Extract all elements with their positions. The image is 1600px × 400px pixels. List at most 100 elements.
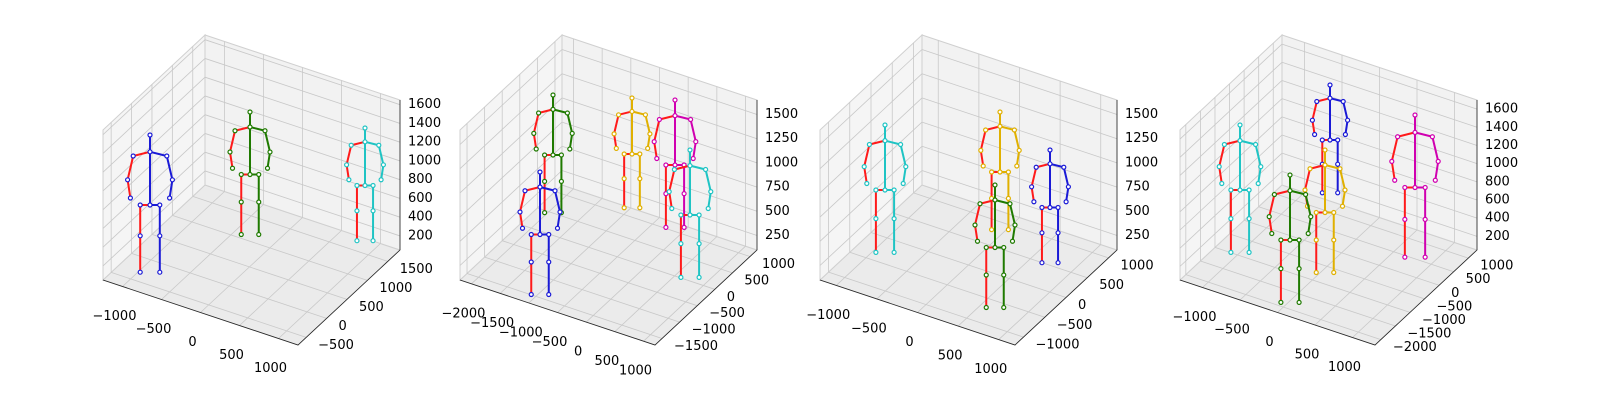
skeleton-joint <box>891 187 897 193</box>
skeleton-joint <box>654 155 660 162</box>
skeleton-bone <box>863 166 868 184</box>
skeleton-joint <box>629 95 635 101</box>
skeleton-joint <box>1422 216 1428 222</box>
skeleton-joint <box>1287 188 1293 194</box>
skeleton-bone <box>674 164 691 171</box>
skeleton-bone <box>1304 194 1312 217</box>
grid-line <box>561 73 758 140</box>
axes-3d: −1000−50005001000−1000−50005001000250500… <box>806 33 1158 377</box>
skeleton-joint <box>522 188 528 194</box>
grid-line <box>561 170 758 236</box>
skeleton-joint <box>696 212 702 218</box>
tick-label: 800 <box>408 172 433 187</box>
grid-line <box>459 97 563 194</box>
skeleton-joint <box>705 205 711 212</box>
tick-label: −1000 <box>806 308 850 323</box>
skeleton-joint <box>1342 131 1349 138</box>
skeleton-joint <box>678 212 684 218</box>
grid-line <box>459 49 563 145</box>
grid-line <box>204 95 401 162</box>
skeleton-bone <box>689 164 706 171</box>
tick-label: 600 <box>1485 193 1510 208</box>
tick-label: −1000 <box>499 325 543 340</box>
skeleton-joint <box>537 169 543 175</box>
skeleton-joint <box>519 225 526 231</box>
grid-line <box>585 226 689 323</box>
skeleton-joint <box>147 202 153 208</box>
skeleton-bone <box>1062 167 1070 188</box>
skeleton-joint <box>891 216 897 222</box>
skeleton-joint <box>687 163 693 169</box>
skeleton-joint <box>1005 169 1012 175</box>
skeleton-joint <box>238 199 244 205</box>
grid-line <box>1179 116 1283 213</box>
skeleton-bone <box>126 179 132 199</box>
skeleton-joint <box>980 163 986 169</box>
grid-line <box>102 170 206 267</box>
tick-label: 400 <box>1485 211 1510 226</box>
skeleton-joint <box>1309 117 1316 123</box>
skeleton-joint <box>1011 127 1018 133</box>
skeleton-joint <box>1327 137 1333 143</box>
skeleton-joint <box>348 142 354 148</box>
grid-line <box>1179 43 1283 140</box>
grid-line <box>172 215 368 281</box>
tick-label: −1000 <box>1036 338 1080 353</box>
skeleton-joint <box>130 153 136 159</box>
skeleton-joint <box>864 180 870 187</box>
skeleton-bone <box>556 211 561 229</box>
tick-label: 1250 <box>1125 131 1158 146</box>
skeleton-joint <box>621 151 627 157</box>
skeleton-joint <box>370 238 376 244</box>
skeleton-joint <box>1402 216 1408 222</box>
grid-line <box>484 256 680 323</box>
skeleton-joint <box>897 141 904 148</box>
skeleton-joint <box>157 233 163 239</box>
skeleton-joint <box>362 182 368 189</box>
skeleton-joint <box>1278 299 1284 305</box>
skeleton-joint <box>1402 254 1408 260</box>
skeleton-joint <box>1335 161 1341 167</box>
grid-line <box>102 133 206 229</box>
tick-label: 1600 <box>408 97 441 112</box>
skeleton-joint <box>262 128 268 134</box>
skeleton-joint <box>637 151 643 157</box>
skeleton-joint <box>702 166 709 173</box>
tick-label: 1000 <box>1121 258 1154 273</box>
skeleton-joint <box>247 109 253 115</box>
tick-label: 0 <box>905 335 913 350</box>
tick-label: 1000 <box>408 153 441 168</box>
skeleton-joint <box>681 224 687 230</box>
skeleton-joint <box>1221 141 1228 148</box>
skeleton-joint <box>354 182 360 189</box>
grid-line <box>921 170 1118 236</box>
skeleton-bone <box>668 169 676 192</box>
skeleton-bone <box>692 141 697 159</box>
tick-label: 500 <box>219 348 244 363</box>
skeleton-bone <box>899 144 907 167</box>
skeleton-joint <box>666 189 672 195</box>
grid-line <box>870 232 1067 298</box>
skeleton-bone <box>1013 129 1021 151</box>
skeleton-bone <box>1390 136 1399 162</box>
tick-label: 0 <box>1265 335 1273 350</box>
grid-line <box>204 133 401 199</box>
skeleton-joint <box>1237 187 1243 193</box>
skeleton-joint <box>378 177 384 183</box>
tick-label: −500 <box>1057 318 1093 333</box>
skeleton-joint <box>157 202 163 208</box>
skeleton-joint <box>1296 237 1302 243</box>
skeleton-bone <box>229 130 236 153</box>
skeleton-joint <box>1307 166 1313 172</box>
skeleton-joint <box>1039 260 1045 266</box>
skeleton-joint <box>1344 117 1351 123</box>
grid-line <box>459 73 563 170</box>
skeleton-joint <box>900 180 906 187</box>
skeleton-joint <box>541 152 548 158</box>
tick-label: −500 <box>136 322 172 337</box>
skeleton-bone <box>1030 167 1038 188</box>
skeleton-joint <box>997 109 1003 115</box>
skeleton-joint <box>629 108 635 115</box>
tick-label: 1000 <box>974 362 1007 377</box>
